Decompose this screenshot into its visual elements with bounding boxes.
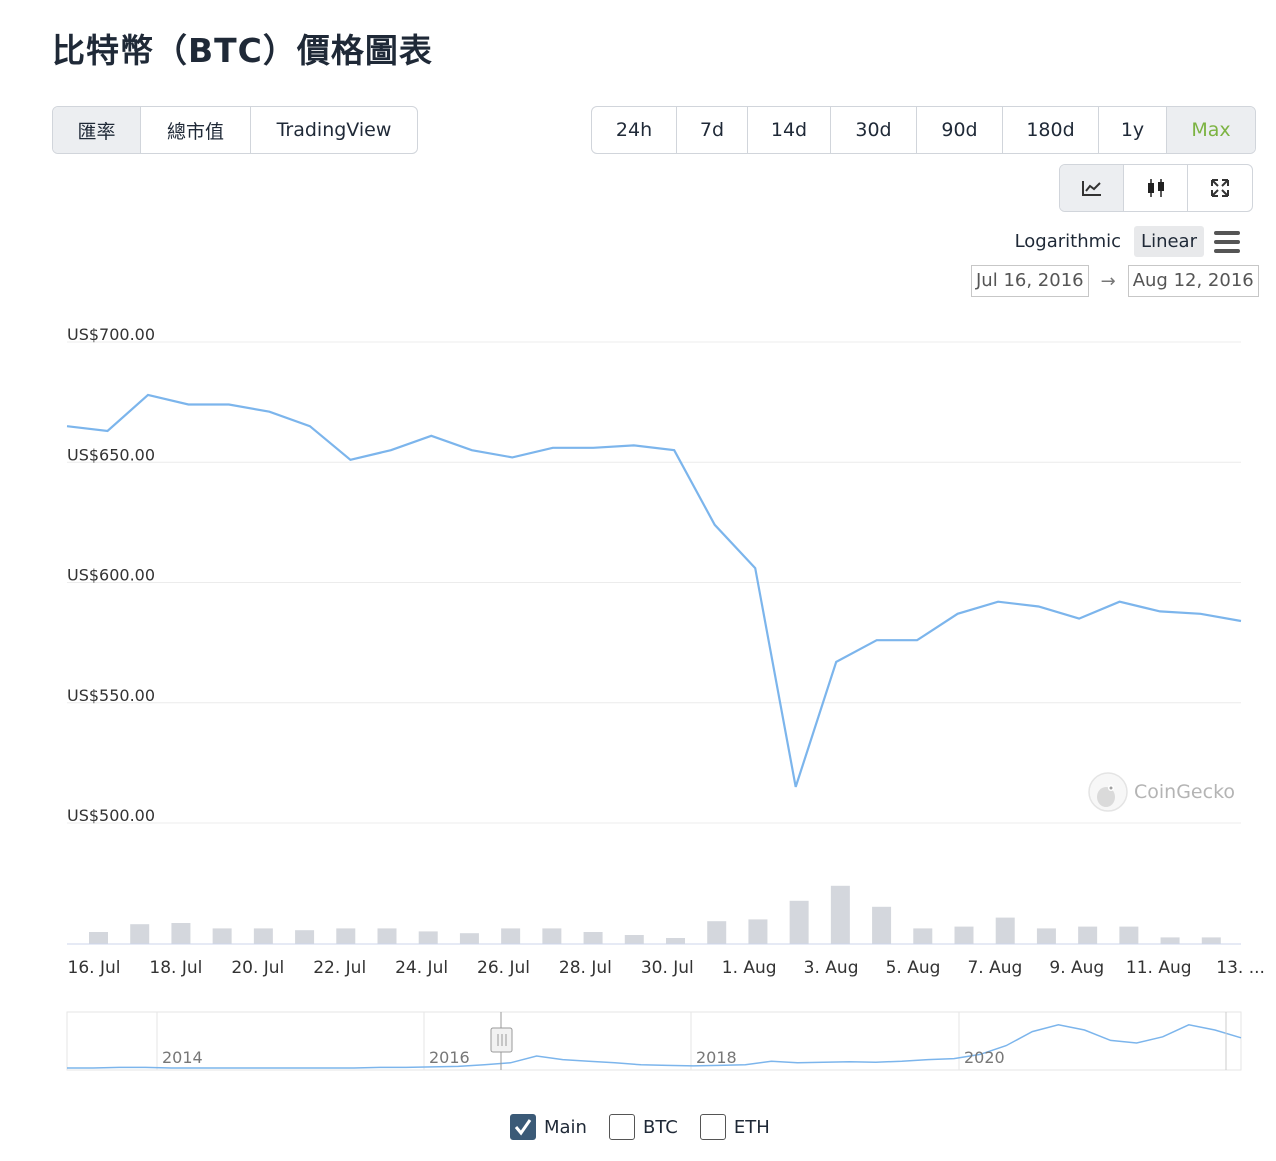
navigator-line [67, 1024, 1242, 1069]
range-180d[interactable]: 180d [1003, 107, 1099, 153]
range-max[interactable]: Max [1167, 107, 1255, 153]
date-range: Jul 16, 2016 → Aug 12, 2016 [971, 265, 1259, 297]
chart-tool-group [1059, 164, 1253, 212]
volume-bar [336, 928, 356, 944]
y-tick-label: US$500.00 [67, 806, 155, 825]
candlestick-button[interactable] [1124, 165, 1188, 211]
range-7d[interactable]: 7d [677, 107, 748, 153]
navigator-year-label: 2014 [162, 1048, 203, 1067]
arrow-right-icon: → [1100, 270, 1116, 292]
legend-label-main: Main [544, 1116, 587, 1138]
coingecko-watermark: CoinGecko [1088, 772, 1235, 812]
fullscreen-button[interactable] [1188, 165, 1252, 211]
volume-bar [130, 924, 150, 944]
volume-bar [872, 906, 892, 944]
volume-bar [501, 928, 521, 944]
volume-bar [1160, 937, 1180, 944]
linear-option[interactable]: Linear [1134, 226, 1204, 257]
tab-exchange-rate[interactable]: 匯率 [53, 107, 141, 153]
y-tick-label: US$700.00 [67, 325, 155, 344]
x-tick-label: 13. ... [1216, 958, 1265, 978]
y-tick-label: US$650.00 [67, 445, 155, 464]
range-14d[interactable]: 14d [748, 107, 831, 153]
range-tab-group: 24h 7d 14d 30d 90d 180d 1y Max [591, 106, 1256, 154]
x-tick-label: 28. Jul [559, 958, 612, 978]
y-tick-label: US$600.00 [67, 566, 155, 585]
navigator-year-label: 2018 [696, 1048, 737, 1067]
range-24h[interactable]: 24h [592, 107, 677, 153]
navigator-year-label: 2020 [964, 1048, 1005, 1067]
volume-bar [377, 928, 397, 944]
date-from-input[interactable]: Jul 16, 2016 [971, 265, 1089, 297]
volume-bar [748, 919, 768, 944]
volume-bar [212, 928, 232, 944]
volume-bar [707, 921, 727, 944]
x-tick-label: 3. Aug [804, 958, 859, 978]
x-tick-label: 22. Jul [313, 958, 366, 978]
price-series-line [66, 393, 1242, 788]
volume-bar [1201, 937, 1221, 944]
volume-bar [295, 930, 315, 944]
view-tab-group: 匯率 總市值 TradingView [52, 106, 418, 154]
volume-bar [789, 900, 809, 944]
line-chart-icon [1081, 181, 1101, 196]
navigator-year-label: 2016 [429, 1048, 470, 1067]
x-tick-label: 5. Aug [886, 958, 941, 978]
legend-item-btc[interactable]: BTC [608, 1114, 678, 1140]
legend-label-eth: ETH [733, 1116, 770, 1138]
volume-bar [1078, 926, 1098, 944]
price-chart[interactable]: US$700.00 US$650.00 US$600.00 US$550.00 US$5… [0, 0, 1276, 1100]
eth-checkbox[interactable] [699, 1114, 726, 1140]
x-tick-label: 9. Aug [1049, 958, 1104, 978]
volume-bar [583, 932, 603, 944]
x-tick-label: 24. Jul [395, 958, 448, 978]
x-tick-label: 18. Jul [149, 958, 202, 978]
series-legend: Main BTC ETH [510, 1114, 792, 1140]
legend-item-eth[interactable]: ETH [699, 1114, 770, 1140]
volume-bar [954, 926, 974, 944]
watermark-text: CoinGecko [1134, 781, 1235, 803]
btc-checkbox[interactable] [608, 1114, 635, 1140]
x-tick-label: 11. Aug [1126, 958, 1192, 978]
volume-bar [542, 928, 562, 944]
hamburger-menu-icon[interactable] [1214, 230, 1240, 253]
x-tick-label: 7. Aug [967, 958, 1022, 978]
volume-bar [418, 931, 438, 944]
page-title: 比特幣（BTC）價格圖表 [52, 31, 433, 70]
x-tick-label: 20. Jul [231, 958, 284, 978]
range-30d[interactable]: 30d [831, 107, 917, 153]
volume-bar [830, 885, 850, 944]
date-to-input[interactable]: Aug 12, 2016 [1127, 265, 1259, 297]
tab-tradingview[interactable]: TradingView [276, 119, 392, 141]
legend-item-main[interactable]: Main [510, 1114, 587, 1140]
volume-bar [624, 935, 644, 944]
candlestick-icon [1147, 179, 1164, 197]
volume-bar [1119, 926, 1139, 944]
x-tick-label: 16. Jul [68, 958, 121, 978]
y-tick-label: US$550.00 [67, 686, 155, 705]
navigator[interactable]: 2014 2016 2018 2020 [66, 1011, 1242, 1071]
legend-label-btc: BTC [642, 1116, 678, 1138]
volume-bar [253, 928, 273, 944]
range-90d[interactable]: 90d [917, 107, 1003, 153]
volume-bar [89, 932, 108, 944]
scale-toggle: Logarithmic Linear [1002, 226, 1240, 257]
volume-bar [913, 928, 933, 944]
x-tick-label: 30. Jul [641, 958, 694, 978]
tab-market-cap[interactable]: 總市值 [141, 107, 251, 153]
logarithmic-option[interactable]: Logarithmic [1014, 231, 1122, 252]
check-icon [514, 1119, 532, 1136]
line-chart-button[interactable] [1060, 165, 1124, 211]
volume-bar [1036, 928, 1056, 944]
x-tick-label: 26. Jul [477, 958, 530, 978]
volume-bar [171, 923, 191, 944]
range-1y[interactable]: 1y [1099, 107, 1167, 153]
x-tick-label: 1. Aug [722, 958, 777, 978]
volume-bar [459, 933, 479, 944]
volume-bar [666, 938, 685, 944]
volume-bar [995, 917, 1015, 944]
fullscreen-icon [1211, 179, 1229, 197]
main-checkbox[interactable] [510, 1114, 536, 1140]
